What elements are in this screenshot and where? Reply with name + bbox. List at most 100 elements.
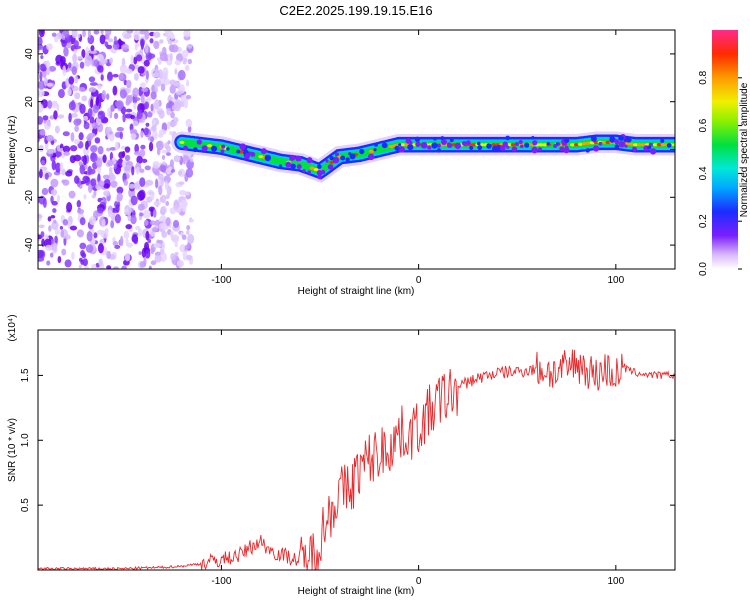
noise-blob <box>181 201 187 213</box>
noise-blob <box>169 121 178 127</box>
noise-blob <box>52 242 57 252</box>
noise-blob <box>48 225 52 232</box>
noise-blob <box>47 216 52 222</box>
noise-blob <box>159 196 163 203</box>
noise-blob <box>79 61 85 69</box>
noise-blob <box>79 217 86 226</box>
noise-blob <box>78 257 83 262</box>
ridge-dot <box>398 146 405 153</box>
colorbar-gradient <box>712 30 738 269</box>
ridge-dot <box>348 152 352 156</box>
noise-blob <box>51 159 57 171</box>
noise-blob <box>85 244 94 253</box>
ridge-core <box>672 143 675 147</box>
noise-blob <box>87 107 93 118</box>
ridge-dot <box>414 136 421 142</box>
noise-blob <box>161 149 168 154</box>
noise-blob <box>43 77 48 87</box>
noise-blob <box>62 219 69 226</box>
noise-blob <box>89 82 98 86</box>
noise-blob <box>51 200 58 206</box>
ridge-dot <box>511 146 518 152</box>
noise-blob <box>40 231 45 238</box>
noise-blob <box>38 213 42 222</box>
noise-blob <box>158 222 166 230</box>
noise-blob <box>73 40 79 48</box>
noise-blob <box>87 183 93 194</box>
ridge-dot <box>436 148 442 153</box>
ridge-core <box>585 141 591 145</box>
noise-blob <box>144 165 151 171</box>
ridge-dot <box>557 142 561 146</box>
ridge-dot <box>660 138 665 143</box>
ridge-dot <box>398 143 402 147</box>
noise-blob <box>160 82 166 92</box>
noise-blob <box>130 195 138 206</box>
noise-blob <box>107 209 113 218</box>
ridge-dot <box>592 145 600 152</box>
noise-blob <box>107 107 111 117</box>
ridge-dot <box>486 143 492 149</box>
noise-blob <box>186 225 191 231</box>
noise-blob <box>50 189 58 196</box>
noise-blob <box>150 103 154 112</box>
noise-blob <box>149 38 154 44</box>
ridge-dot <box>477 145 483 151</box>
noise-blob <box>141 158 147 163</box>
ridge-core <box>309 166 315 170</box>
noise-blob <box>71 65 78 76</box>
noise-blob <box>167 39 173 45</box>
ridge-dot <box>618 135 624 141</box>
noise-blob <box>101 89 107 101</box>
ridge-dot <box>559 146 565 152</box>
noise-blob <box>170 253 176 261</box>
noise-blob <box>186 230 190 236</box>
noise-blob <box>125 238 129 247</box>
noise-blob <box>97 243 104 254</box>
ridge-dot <box>609 135 615 140</box>
noise-blob <box>86 134 93 142</box>
ridge-dot <box>564 138 570 143</box>
noise-blob <box>46 148 54 155</box>
noise-blob <box>54 235 58 244</box>
noise-blob <box>78 161 82 166</box>
noise-blob <box>56 144 61 152</box>
ridge-core <box>258 155 264 159</box>
ridge-core <box>573 143 579 147</box>
noise-blob <box>112 42 120 50</box>
ridge-dot <box>519 144 524 149</box>
noise-blob <box>106 250 112 260</box>
ridge-dot <box>327 164 334 170</box>
noise-blob <box>100 30 104 35</box>
noise-blob <box>79 242 87 250</box>
noise-blob <box>102 154 107 163</box>
noise-blob <box>145 122 150 127</box>
noise-blob <box>143 256 147 266</box>
noise-blob <box>74 75 79 84</box>
noise-blob <box>106 33 110 40</box>
noise-blob <box>173 155 181 163</box>
noise-blob <box>76 199 82 208</box>
noise-blob <box>130 133 137 140</box>
ridge-dot <box>289 154 296 161</box>
ridge-dot <box>239 143 246 150</box>
noise-blob <box>93 59 99 67</box>
ridge-dot <box>505 135 511 141</box>
noise-blob <box>165 200 170 206</box>
y-tick-label: 20 <box>24 96 35 108</box>
noise-blob <box>78 132 84 141</box>
noise-blob <box>170 111 175 119</box>
noise-blob <box>62 179 70 186</box>
noise-blob <box>169 130 173 136</box>
ridge-dot <box>211 145 218 152</box>
y-tick-label: 0.5 <box>20 498 31 512</box>
noise-blob <box>154 79 162 87</box>
snr-scale-label: (x10⁴) <box>7 314 18 341</box>
noise-blob <box>100 230 109 239</box>
ridge-core <box>605 140 611 144</box>
ridge-dot <box>647 145 652 150</box>
noise-blob <box>59 225 64 230</box>
noise-blob <box>97 207 104 214</box>
noise-blob <box>185 254 193 261</box>
ridge-dot <box>407 143 414 151</box>
